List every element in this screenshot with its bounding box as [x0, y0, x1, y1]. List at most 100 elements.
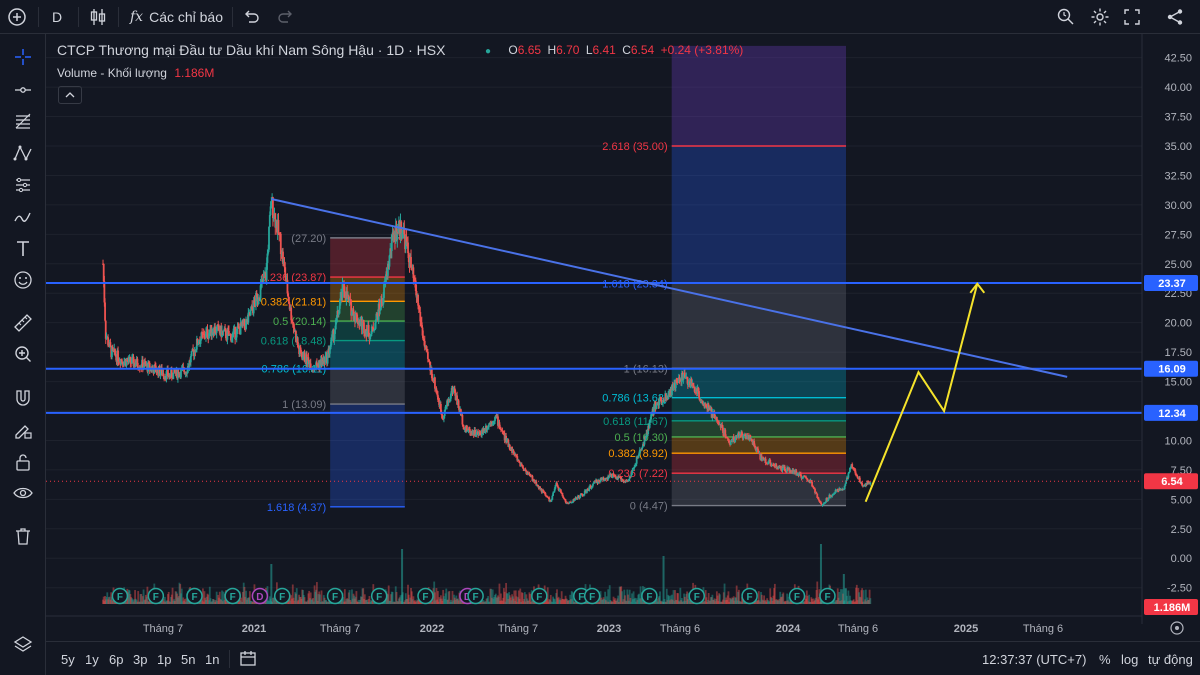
volume-bar: [304, 601, 307, 604]
candle-body: [602, 477, 605, 481]
trend-line-icon[interactable]: [10, 77, 36, 103]
zoom-in-icon[interactable]: [10, 341, 36, 367]
range-6p[interactable]: 6p: [109, 652, 124, 667]
settings-gear-icon[interactable]: [1090, 5, 1110, 29]
candle-body: [252, 300, 255, 314]
redo-icon[interactable]: [276, 5, 294, 29]
volume-bar: [549, 594, 552, 604]
volume-bar: [621, 601, 624, 604]
candle-body: [236, 326, 239, 329]
log-toggle[interactable]: log: [1121, 652, 1139, 667]
volume-bar: [704, 590, 707, 604]
range-1y[interactable]: 1y: [85, 652, 99, 667]
candle-body: [661, 403, 664, 405]
volume-bar: [351, 598, 354, 604]
volume-bar: [512, 598, 515, 604]
candle-body: [257, 299, 260, 302]
volume-bar: [220, 599, 223, 604]
candle-body: [347, 296, 350, 300]
volume-bar: [516, 601, 519, 604]
candle-body: [715, 417, 718, 420]
undo-icon[interactable]: [243, 5, 261, 29]
volume-bar: [767, 600, 769, 604]
candle-body: [683, 372, 686, 379]
collapse-legend-button[interactable]: [58, 86, 82, 104]
event-marker-label: F: [279, 592, 285, 603]
share-icon[interactable]: [1166, 5, 1184, 29]
volume-bar: [734, 597, 737, 604]
volume-bar: [327, 601, 330, 604]
volume-bar: [737, 591, 740, 604]
lock-drawing-icon[interactable]: [10, 417, 36, 443]
range-3p[interactable]: 3p: [133, 652, 148, 667]
candle-body: [297, 345, 300, 349]
volume-bar: [552, 598, 555, 604]
volume-bar: [707, 599, 709, 604]
volume-bar: [563, 599, 566, 604]
candlestick-icon[interactable]: [89, 5, 107, 29]
magnet-icon[interactable]: [10, 385, 36, 411]
volume-bar: [770, 597, 773, 604]
ruler-icon[interactable]: [10, 310, 36, 336]
pattern-icon[interactable]: [10, 140, 36, 166]
crosshair-icon[interactable]: [10, 44, 36, 70]
range-1p[interactable]: 1p: [157, 652, 172, 667]
candle-body: [802, 476, 804, 478]
volume-bar: [387, 585, 390, 604]
volume-bar: [629, 597, 632, 604]
candle-body: [190, 351, 193, 357]
indicators-button[interactable]: fx Các chỉ báo: [130, 5, 223, 29]
text-tool-icon[interactable]: [10, 236, 36, 262]
fib-tool-icon[interactable]: [10, 108, 36, 134]
volume-bar: [349, 599, 352, 604]
date-range-icon[interactable]: [239, 649, 257, 670]
range-5y[interactable]: 5y: [61, 652, 75, 667]
volume-bar: [601, 600, 603, 604]
auto-toggle[interactable]: tự động: [1148, 652, 1193, 667]
volume-bar: [368, 596, 371, 604]
volume-bar: [343, 601, 345, 604]
volume-bar: [214, 601, 217, 604]
volume-bar: [525, 594, 528, 604]
volume-bar: [437, 601, 440, 604]
percent-toggle[interactable]: %: [1099, 652, 1111, 667]
add-symbol-icon[interactable]: [6, 5, 28, 29]
price-chart[interactable]: (27.20) 0.236 (23.87) 0.382 (21.81) 0.5 (20…: [46, 34, 1200, 641]
candle-body: [456, 395, 458, 405]
interval-button[interactable]: D: [52, 5, 62, 29]
volume-bar: [605, 596, 608, 604]
layers-icon[interactable]: [10, 631, 36, 657]
candle-body: [546, 496, 549, 498]
candle-body: [645, 436, 647, 440]
volume-bar: [804, 595, 807, 604]
emoji-icon[interactable]: [10, 267, 36, 293]
trash-icon[interactable]: [10, 523, 36, 549]
candle-body: [767, 461, 770, 463]
candle-body: [173, 368, 176, 373]
candle-body: [580, 493, 583, 495]
chart-area[interactable]: (27.20) 0.236 (23.87) 0.382 (21.81) 0.5 (20…: [46, 34, 1200, 641]
volume-bar: [672, 590, 675, 604]
volume-bar: [172, 600, 175, 604]
price-tick-label: 25.00: [1164, 259, 1192, 271]
range-1n[interactable]: 1n: [205, 652, 220, 667]
candle-body: [693, 387, 696, 392]
unlock-icon[interactable]: [10, 449, 36, 475]
volume-bar: [612, 596, 615, 604]
volume-bar: [763, 595, 766, 604]
fullscreen-icon[interactable]: [1123, 5, 1141, 29]
brush-icon[interactable]: [10, 204, 36, 230]
candle-body: [203, 333, 206, 338]
quick-search-icon[interactable]: [1056, 5, 1076, 29]
volume-bar: [484, 601, 486, 604]
volume-bar: [142, 589, 145, 604]
volume-bar: [444, 593, 447, 604]
clock[interactable]: 12:37:37 (UTC+7): [982, 652, 1087, 667]
measure-tools-icon[interactable]: [10, 172, 36, 198]
candle-body: [283, 261, 286, 268]
candle-body: [806, 478, 809, 481]
eye-icon[interactable]: [10, 480, 36, 506]
range-5n[interactable]: 5n: [181, 652, 196, 667]
volume-bar: [635, 598, 638, 604]
